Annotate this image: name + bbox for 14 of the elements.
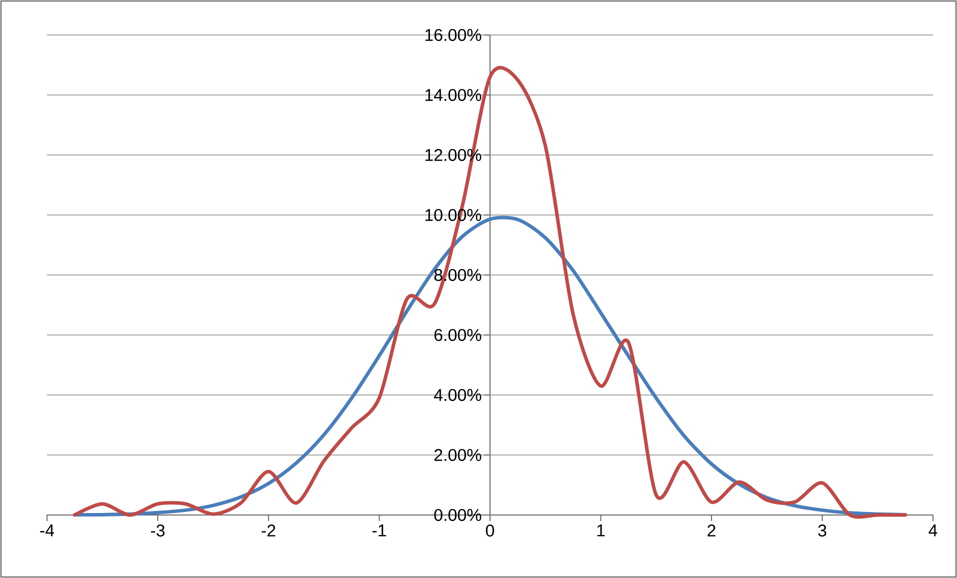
y-tick-label: 14.00% — [425, 88, 482, 102]
x-tick-label: 4 — [928, 524, 938, 536]
y-tick-label: 16.00% — [425, 28, 482, 42]
y-tick-label: 4.00% — [434, 388, 482, 402]
x-tick-label: -2 — [262, 524, 276, 536]
x-tick-label: 2 — [708, 524, 716, 536]
x-tick-label: 1 — [597, 524, 605, 536]
x-tick-label: 3 — [818, 524, 826, 537]
x-tick-label: 0 — [486, 524, 494, 537]
x-tick-label: -3 — [150, 524, 165, 537]
x-tick-label: -1 — [372, 524, 386, 536]
y-tick-label: 2.00% — [434, 448, 482, 462]
y-tick-label: 6.00% — [434, 328, 482, 342]
x-tick-label: -4 — [40, 524, 54, 536]
